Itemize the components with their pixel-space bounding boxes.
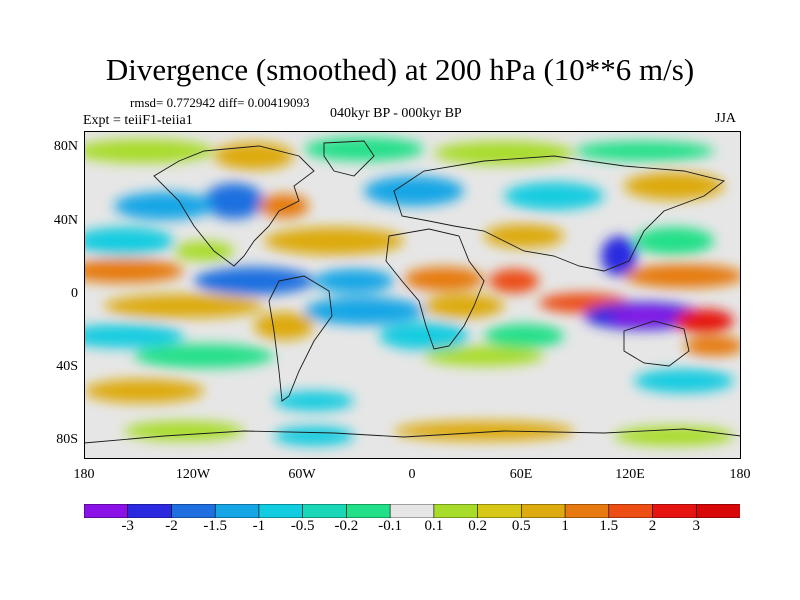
field-patch [609, 308, 679, 324]
colorbar-swatch [84, 504, 129, 518]
field-patch [404, 267, 484, 291]
stats-label: rmsd= 0.772942 diff= 0.00419093 [130, 95, 310, 110]
field-patch [634, 369, 734, 393]
colorbar-label: 3 [692, 518, 701, 534]
field-patch [634, 227, 714, 255]
lon-label: 60W [288, 467, 316, 482]
lat-label: 40S [56, 359, 78, 374]
colorbar-swatch [389, 504, 435, 518]
colorbar [84, 504, 740, 518]
field-patch [684, 336, 741, 356]
field-patch [134, 344, 274, 368]
colorbar-label: -0.5 [290, 518, 315, 534]
colorbar-swatch [127, 504, 173, 518]
coastline-antarctica [84, 428, 741, 444]
field-patch [364, 176, 464, 206]
colorbar-swatch [346, 504, 391, 518]
field-patch [304, 297, 424, 325]
lat-label: 0 [71, 286, 78, 301]
field-patch [424, 294, 504, 318]
field-patch [204, 183, 264, 219]
colorbar-label: 1.5 [599, 518, 619, 534]
colorbar-label: 1 [561, 518, 569, 534]
colorbar-label: 0.2 [468, 518, 487, 534]
colorbar-label: 0.5 [511, 518, 531, 534]
period-label: 040kyr BP - 000kyr BP [330, 106, 462, 121]
field-patch [304, 137, 424, 161]
season-label: JJA [715, 111, 737, 126]
lon-label: 0 [408, 467, 416, 482]
field-patch [434, 141, 574, 165]
colorbar-swatch [608, 504, 654, 518]
field-patch [484, 324, 564, 348]
field-patch [274, 426, 354, 446]
field-patch [624, 172, 724, 200]
field-patch [194, 267, 314, 295]
colorbar-swatch [564, 504, 610, 518]
field-patch [489, 269, 539, 293]
field-patch [259, 194, 309, 218]
lon-label: 180 [729, 467, 751, 482]
field-patch [614, 426, 734, 446]
field-patch [424, 346, 544, 366]
map-frame [84, 131, 741, 459]
plot-title: Divergence (smoothed) at 200 hPa (10**6 … [105, 52, 695, 87]
field-patch [674, 309, 734, 333]
field-patch [264, 227, 404, 255]
coastline-australia [623, 320, 690, 367]
coastline-south-america [268, 275, 333, 402]
colorbar-label: 2 [648, 518, 657, 534]
colorbar-swatch [302, 504, 347, 518]
coastline-north-america [153, 145, 315, 267]
lon-label: 180 [73, 467, 95, 482]
field-patch [84, 324, 184, 348]
colorbar-swatch [477, 504, 522, 518]
field-patch [379, 322, 469, 350]
colorbar-swatch [521, 504, 566, 518]
colorbar-label: 0.1 [424, 518, 444, 534]
divergence-map [84, 131, 741, 459]
field-patch [214, 142, 294, 170]
field-patch [601, 236, 637, 276]
colorbar-swatch [214, 504, 260, 518]
field-patch [484, 224, 564, 248]
experiment-label: Expt = teiiF1-teiia1 [83, 113, 193, 128]
field-patch [104, 294, 264, 318]
colorbar-swatch [258, 504, 304, 518]
field-patch [574, 141, 714, 161]
field-patch [124, 421, 244, 441]
field-patch [394, 421, 574, 441]
colorbar-label: -3 [121, 518, 134, 534]
lon-label: 60E [509, 467, 533, 482]
lon-label: 120W [175, 467, 211, 482]
field-patch [174, 241, 234, 261]
colorbar-label: -2 [165, 518, 178, 534]
field-patch [624, 264, 741, 288]
colorbar-swatch [652, 504, 697, 518]
colorbar-label: -1.5 [203, 518, 228, 534]
colorbar-swatch [433, 504, 479, 518]
colorbar-label: -0.1 [378, 518, 402, 534]
lat-label: 80N [53, 139, 78, 154]
colorbar-label: -0.2 [334, 518, 359, 534]
lat-label: 40N [53, 213, 78, 228]
field-patch [504, 182, 604, 210]
field-patch [84, 379, 204, 403]
field-patch [314, 269, 394, 293]
field-patch [254, 312, 314, 340]
field-patch [274, 391, 354, 411]
coastline-greenland [323, 140, 375, 177]
lon-label: 120E [615, 467, 645, 482]
coastline-eurasia [393, 155, 726, 272]
colorbar-swatch [695, 504, 740, 518]
field-patch [84, 139, 214, 163]
field-patch [84, 259, 184, 283]
lat-label: 80S [56, 432, 78, 447]
colorbar-swatch [171, 504, 216, 518]
field-patch [84, 227, 174, 255]
colorbar-label: -1 [252, 518, 266, 534]
coastline-africa [385, 228, 485, 350]
field-patch [114, 192, 214, 220]
